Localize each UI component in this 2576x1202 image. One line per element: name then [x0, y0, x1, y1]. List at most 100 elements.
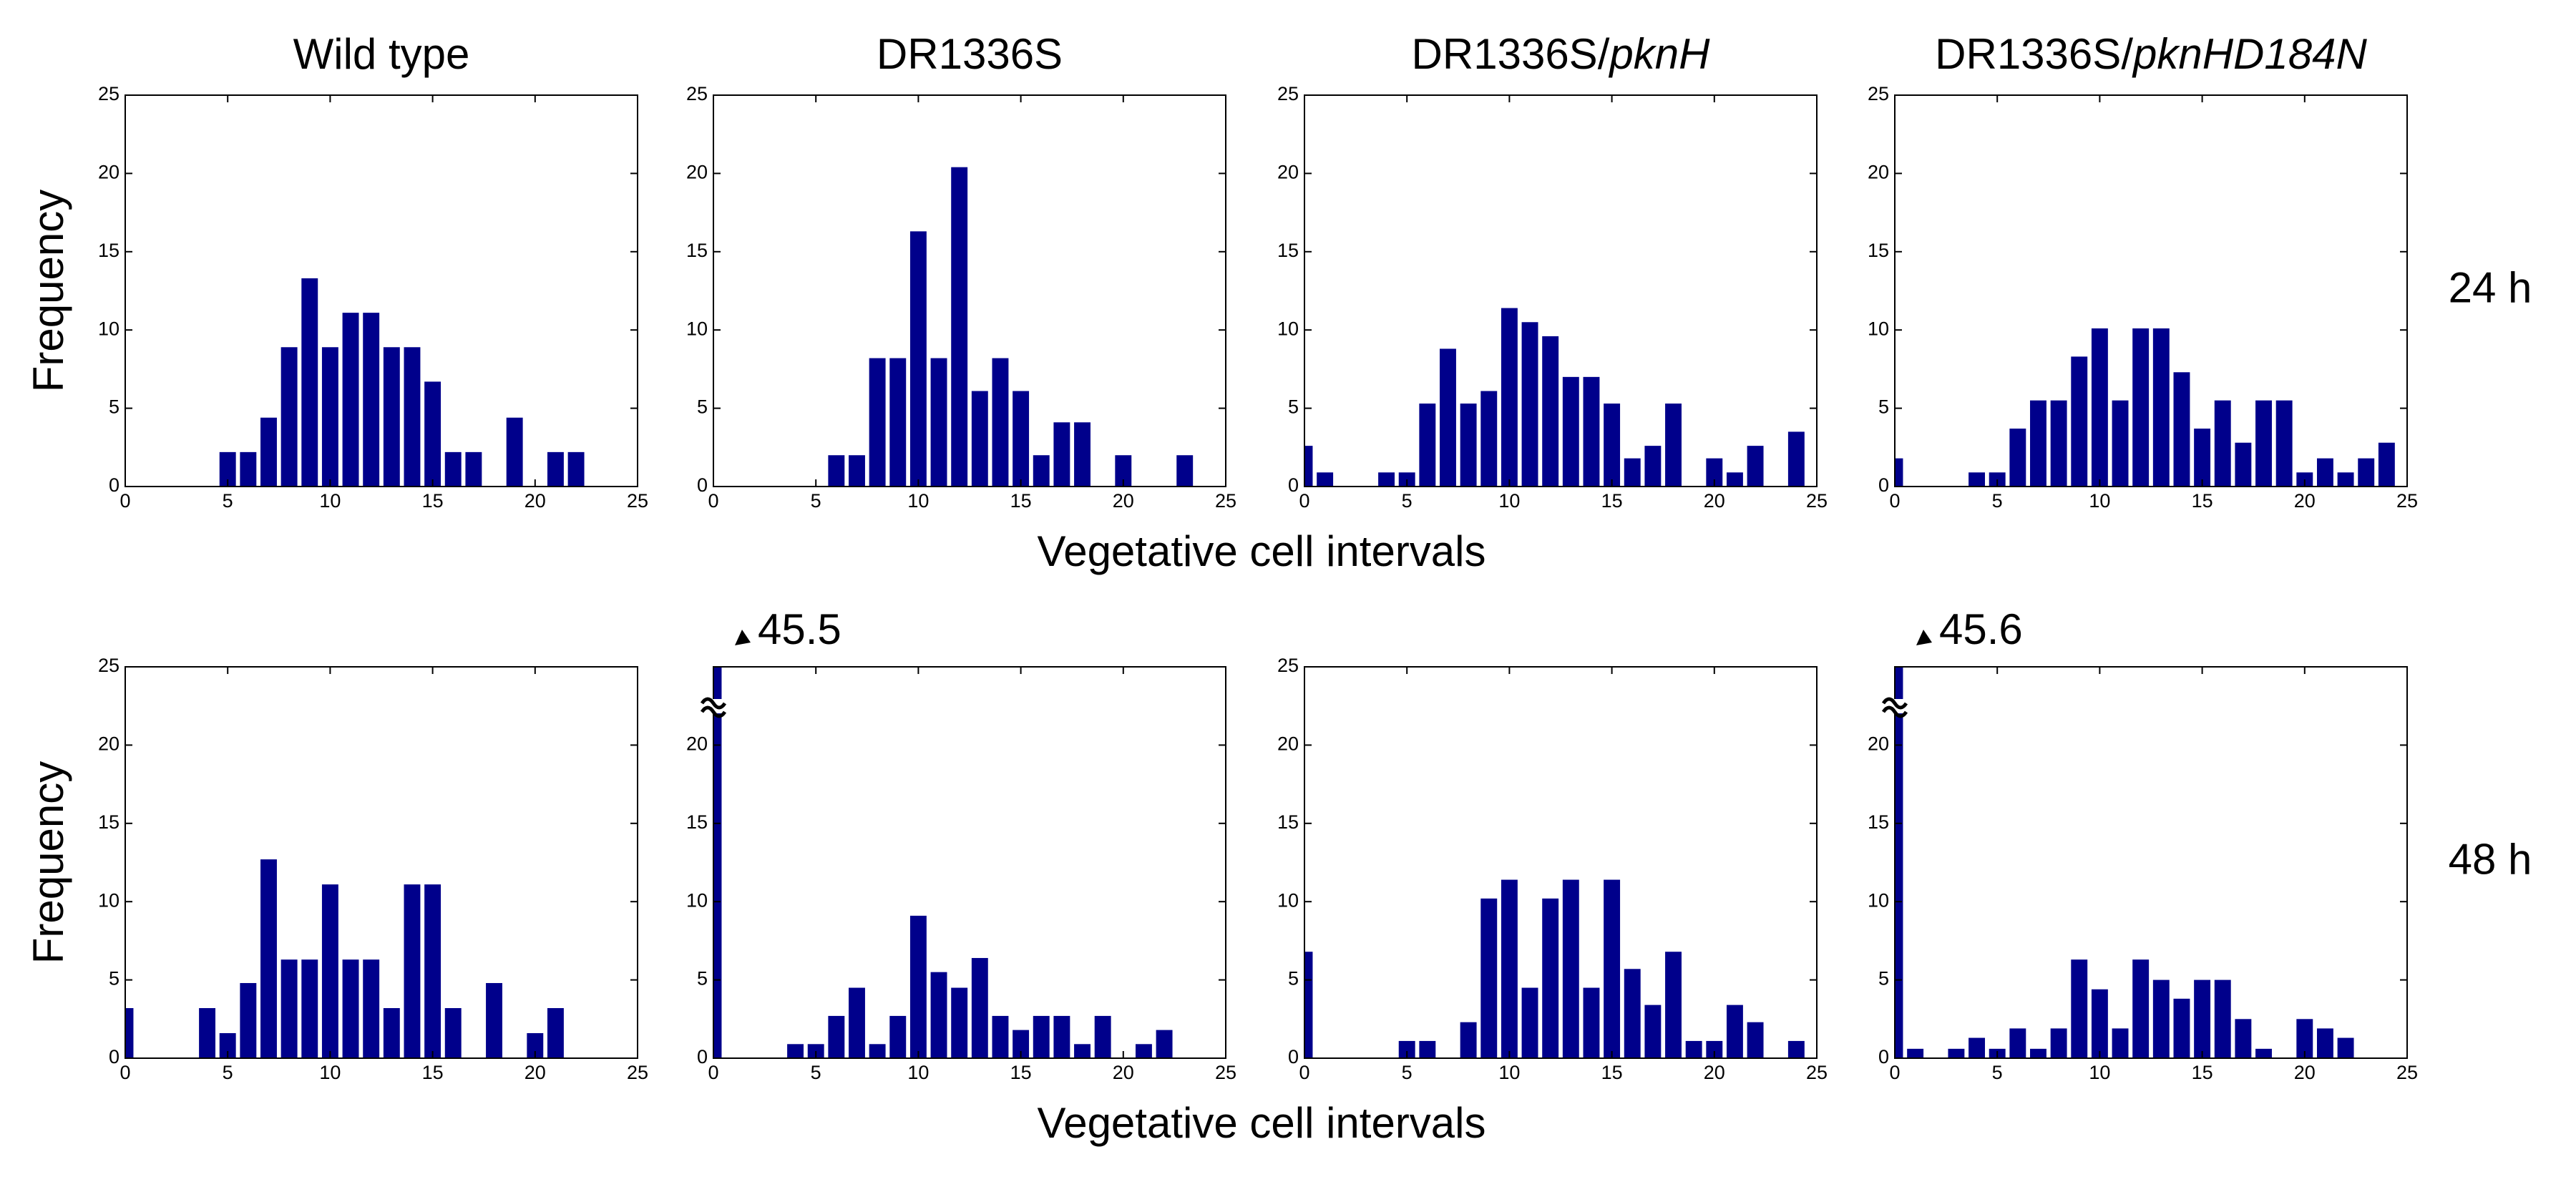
x-tick-label: 0: [1299, 490, 1309, 512]
x-tick-label: 10: [2089, 490, 2110, 512]
axes-frame: [1304, 94, 1818, 487]
bar: [280, 347, 298, 487]
bar: [869, 1044, 886, 1058]
title-part: pknHD184N: [2132, 30, 2368, 78]
bar: [1053, 1015, 1070, 1058]
y-tick-label: 15: [98, 240, 119, 261]
y-tick-label: 20: [686, 733, 708, 755]
x-tick-label: 20: [1113, 490, 1134, 512]
x-tick-label: 10: [2089, 1062, 2110, 1083]
y-tick-label: 10: [1868, 318, 1889, 339]
x-tick-label: 15: [1010, 1062, 1032, 1083]
x-tick-label: 10: [1498, 490, 1520, 512]
bar: [404, 884, 421, 1058]
bar: [1604, 404, 1621, 487]
bar: [1706, 458, 1723, 487]
y-tick-label: 15: [686, 240, 708, 261]
x-tick-label: 10: [319, 490, 341, 512]
y-tick-label: 0: [109, 474, 119, 496]
bar: [1013, 1030, 1030, 1058]
title-part: DR1336S: [877, 30, 1063, 78]
bar: [2194, 429, 2211, 487]
bar: [1317, 472, 1334, 487]
y-tick-label: 0: [1878, 1046, 1889, 1067]
bar: [444, 1007, 462, 1058]
x-tick-label: 20: [1704, 1062, 1725, 1083]
bar: [1787, 431, 1805, 487]
bar: [2173, 372, 2190, 487]
row-label: 48 h: [2449, 835, 2532, 883]
bar: [2050, 1028, 2067, 1058]
x-tick-label: 0: [119, 490, 130, 512]
y-tick-label: 0: [697, 474, 708, 496]
bar: [2173, 998, 2190, 1058]
bar: [1583, 987, 1600, 1058]
x-tick-label: 20: [1704, 490, 1725, 512]
plot-area: [1895, 667, 2354, 1058]
bar: [1907, 1048, 1924, 1058]
bar: [1787, 1040, 1805, 1058]
y-tick-label: 25: [98, 655, 119, 676]
x-tick-label: 5: [1992, 490, 2003, 512]
bar: [787, 1044, 804, 1058]
x-tick-label: 10: [1498, 1062, 1520, 1083]
x-tick-label: 25: [2396, 490, 2418, 512]
axis-break: [1881, 697, 1908, 718]
bar: [1895, 667, 1903, 1058]
x-tick-label: 15: [422, 490, 444, 512]
bar: [1562, 879, 1579, 1058]
y-axis-label: Frequency: [24, 190, 72, 392]
bar: [2214, 400, 2231, 487]
bar: [2235, 442, 2252, 487]
bar: [1501, 879, 1518, 1058]
bar: [2091, 328, 2108, 487]
bar: [1033, 455, 1050, 487]
bar: [404, 347, 421, 487]
annotation: 45.5: [758, 605, 841, 653]
bar: [1440, 348, 1456, 487]
bar: [992, 1015, 1009, 1058]
y-tick-label: 15: [1277, 811, 1299, 833]
bar: [1304, 952, 1313, 1058]
bar: [1726, 1005, 1743, 1058]
x-tick-label: 20: [2294, 490, 2316, 512]
bar: [2132, 328, 2150, 487]
bar: [1419, 1040, 1436, 1058]
y-tick-label: 20: [98, 162, 119, 183]
bar: [2112, 400, 2129, 487]
axes-frame: [1894, 666, 2408, 1059]
x-tick-label: 25: [1806, 490, 1828, 512]
axis-break: [700, 697, 727, 718]
bar: [547, 451, 564, 487]
y-tick-label: 20: [1868, 733, 1889, 755]
bar: [444, 451, 462, 487]
bar: [2050, 400, 2067, 487]
bar: [889, 358, 907, 487]
bar: [2009, 429, 2026, 487]
bar: [301, 959, 318, 1058]
title-part: DR1336S/: [1935, 30, 2133, 78]
bar: [2214, 979, 2231, 1058]
x-tick-label: 15: [422, 1062, 444, 1083]
bar: [2071, 356, 2088, 487]
column-title: DR1336S/pknH: [1412, 30, 1711, 78]
bar: [1604, 879, 1621, 1058]
bar: [321, 347, 338, 487]
bar: [1074, 422, 1091, 487]
bar: [2030, 1048, 2046, 1058]
plot-area: [713, 667, 1173, 1058]
y-tick-label: 25: [686, 83, 708, 104]
bar: [219, 1032, 236, 1058]
bar: [2316, 1028, 2333, 1058]
x-tick-label: 0: [708, 490, 718, 512]
y-tick-label: 5: [697, 396, 708, 418]
bar: [1948, 1048, 1965, 1058]
y-tick-label: 0: [109, 1046, 119, 1067]
y-tick-label: 10: [98, 318, 119, 339]
axes-frame: [713, 666, 1226, 1059]
y-tick-label: 10: [98, 889, 119, 911]
annotation-arrow: [1916, 630, 1932, 645]
bar: [909, 231, 927, 487]
bar: [383, 347, 400, 487]
y-tick-label: 0: [1288, 1046, 1299, 1067]
